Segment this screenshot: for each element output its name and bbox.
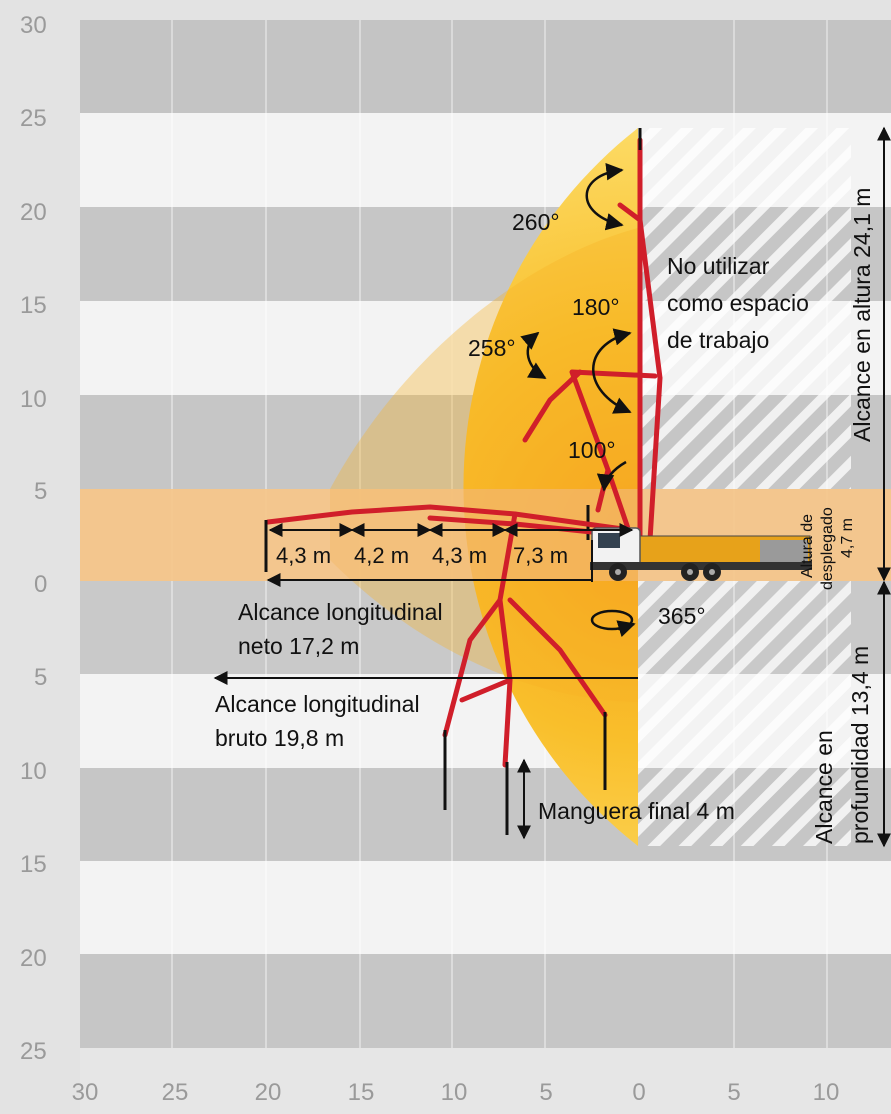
y-tick: 15 — [20, 851, 47, 878]
segment-label: 4,3 m — [432, 543, 487, 568]
height-reach-label: Alcance en altura 24,1 m — [849, 188, 875, 442]
rotation-arrows — [520, 162, 636, 638]
dimension-lines — [213, 126, 891, 848]
end-hose-label: Manguera final 4 m — [538, 798, 735, 824]
y-tick: 5 — [34, 664, 47, 691]
y-tick: 10 — [20, 758, 47, 785]
x-tick: 0 — [632, 1079, 645, 1106]
segment-label: 4,2 m — [354, 543, 409, 568]
truck-illustration — [590, 527, 812, 581]
reach-envelope-inner — [330, 228, 638, 702]
angle-260-label: 260° — [512, 209, 560, 235]
segment-label: 7,3 m — [513, 543, 568, 568]
boom-downward-hoses — [443, 712, 607, 835]
no-work-zone-label-2: como espacio — [667, 290, 809, 316]
x-tick: 10 — [441, 1079, 468, 1106]
angle-100-label: 100° — [568, 437, 616, 463]
y-tick: 25 — [20, 1038, 47, 1065]
y-tick: 0 — [34, 571, 47, 598]
segment-label: 4,3 m — [276, 543, 331, 568]
boom-downward — [442, 511, 608, 768]
x-tick: 30 — [72, 1079, 99, 1106]
y-tick: 10 — [20, 386, 47, 413]
net-reach-label-2: neto 17,2 m — [238, 633, 359, 659]
no-work-zone-hatch — [638, 128, 851, 846]
x-tick: 20 — [255, 1079, 282, 1106]
no-work-zone-label-3: de trabajo — [667, 327, 769, 353]
x-axis-ticks: 30 25 20 15 10 5 0 5 10 — [72, 1079, 840, 1106]
gross-reach-label-1: Alcance longitudinal — [215, 691, 420, 717]
unfold-height-label-2: desplegado — [819, 507, 836, 590]
depth-reach-label-2: profundidad 13,4 m — [847, 646, 873, 844]
depth-reach-label-1: Alcance en — [811, 730, 837, 844]
gross-reach-label-2: bruto 19,8 m — [215, 725, 344, 751]
x-tick: 5 — [727, 1079, 740, 1106]
y-tick: 15 — [20, 292, 47, 319]
net-reach-label-1: Alcance longitudinal — [238, 599, 443, 625]
x-tick: 15 — [348, 1079, 375, 1106]
angle-365-label: 365° — [658, 603, 706, 629]
x-tick: 10 — [813, 1079, 840, 1106]
unfold-height-label-3: 4,7 m — [839, 518, 856, 558]
y-tick: 5 — [34, 478, 47, 505]
angle-258-label: 258° — [468, 335, 516, 361]
boom-upright — [522, 137, 663, 543]
y-axis-ticks: 30 25 20 15 10 5 0 5 10 15 20 25 — [20, 12, 47, 1065]
x-tick: 25 — [162, 1079, 189, 1106]
y-tick: 20 — [20, 199, 47, 226]
unfold-height-label-1: Altura de — [799, 514, 816, 578]
angle-180-label: 180° — [572, 294, 620, 320]
y-tick: 25 — [20, 105, 47, 132]
x-tick: 5 — [539, 1079, 552, 1106]
y-tick: 30 — [20, 12, 47, 39]
no-work-zone-label-1: No utilizar — [667, 253, 770, 279]
y-tick: 20 — [20, 945, 47, 972]
